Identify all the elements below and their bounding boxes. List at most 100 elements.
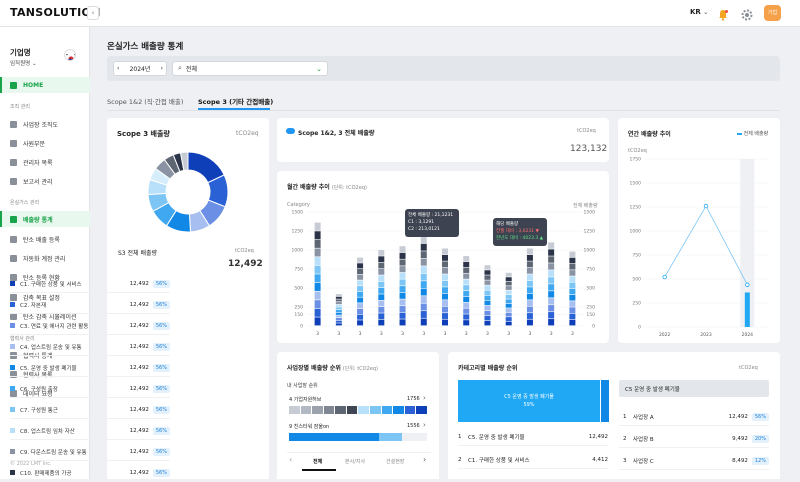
bar-segment[interactable] [357,297,364,303]
tab-scope3[interactable]: Scope 3 (기타 간접배출) [198,98,274,106]
bar-segment[interactable] [526,319,533,326]
bar-segment[interactable] [505,317,512,321]
bar-segment[interactable] [548,277,555,284]
bar-segment[interactable] [420,281,427,289]
brand-logo[interactable]: TANSOLUTION [10,6,101,19]
bar-segment[interactable] [505,303,512,308]
bar-segment[interactable] [569,294,576,301]
bar-segment[interactable] [442,274,448,281]
bar-segment[interactable] [420,303,427,311]
bar-segment[interactable] [357,280,364,286]
bar-segment[interactable] [335,302,342,305]
bar-segment[interactable] [378,307,385,313]
bar-segment[interactable] [526,254,533,261]
bar-segment[interactable] [335,315,342,318]
segment[interactable] [312,406,323,414]
donut-slice[interactable] [179,151,189,171]
profile-avatar[interactable]: 기업 [764,5,781,21]
sidebar-item-org-chart[interactable]: 사업장 조직도 [0,116,90,132]
bar-segment[interactable] [484,275,491,280]
notification-bell-icon[interactable] [717,6,729,21]
bar-segment[interactable] [548,284,555,291]
bar-segment[interactable] [526,287,533,294]
bar-segment[interactable] [463,314,470,320]
bar-segment[interactable] [569,301,576,307]
scope3-category-row[interactable]: C4. 업스트림 운송 및 유통 12,492 56% [10,338,170,356]
scope3-category-row[interactable]: C5. 운영 중 발생 폐기물 12,492 56% [10,359,170,377]
sidebar-item-employee-dept[interactable]: 사원부문 [0,135,90,151]
site-rank-tab-hq[interactable]: 본사/지사 [345,459,366,465]
bar-segment[interactable] [420,296,427,303]
bar-segment[interactable] [569,307,576,313]
category-row-1[interactable]: 1 C5. 운영 중 발생 폐기물 12,492 [458,428,608,446]
bar-segment[interactable] [335,299,342,302]
bar-segment[interactable] [442,280,448,287]
bar-segment[interactable] [357,269,364,275]
bar-segment[interactable] [378,294,385,301]
bar-segment[interactable] [420,311,427,318]
bar-segment[interactable] [484,280,491,285]
bar-segment[interactable] [484,285,491,290]
bar-segment[interactable] [548,319,555,326]
bar-segment[interactable] [378,281,385,288]
bar-segment[interactable] [505,299,512,304]
bar-segment[interactable] [357,257,364,263]
bar-segment[interactable] [314,291,321,300]
bar-segment[interactable] [463,279,470,285]
bar-segment[interactable] [399,306,406,313]
bar-segment[interactable] [463,285,470,291]
bar-segment[interactable] [569,282,576,289]
segment[interactable] [381,406,393,414]
bar-segment[interactable] [484,300,491,306]
segment[interactable] [289,406,300,414]
bar-segment[interactable] [548,305,555,312]
category-second-box[interactable] [601,380,609,422]
bar-segment[interactable] [420,266,427,274]
bar-segment[interactable] [463,291,470,297]
bar-segment[interactable] [357,291,364,297]
bar-segment[interactable] [335,304,342,307]
bar-segment[interactable] [526,313,533,319]
scope3-category-row[interactable]: C1. 구매한 상품 및 서비스 12,492 56% [10,275,170,293]
bar-segment[interactable] [569,319,576,326]
bar-segment[interactable] [357,303,364,309]
data-point[interactable] [745,282,750,287]
bar-segment[interactable] [314,248,321,257]
chevron-left-icon[interactable]: ‹ [289,455,293,464]
chevron-right-icon[interactable]: › [160,65,163,72]
segment[interactable] [393,406,404,414]
sidebar-item-admin-list[interactable]: 관리자 목록 [0,154,90,170]
bar-segment[interactable] [378,275,385,282]
bar-segment[interactable] [335,320,342,323]
bar-segment[interactable] [399,266,406,273]
sidebar-item-carbon-register[interactable]: 탄소 배출 등록 [0,231,90,247]
bar-segment[interactable] [357,286,364,292]
bar-segment[interactable] [442,313,448,319]
bar-segment[interactable] [569,263,576,270]
sidebar-item-reduction-goal[interactable]: 감축 목표 설정 [0,289,90,305]
bar-segment[interactable] [463,308,470,314]
bar-segment[interactable] [378,256,385,263]
year-bar[interactable] [744,292,750,327]
bar-segment[interactable] [357,314,364,320]
bar-segment[interactable] [314,300,321,309]
bar-segment[interactable] [335,323,342,326]
bar-segment[interactable] [569,313,576,320]
bar-segment[interactable] [442,293,448,300]
bar-segment[interactable] [484,265,491,270]
bar-segment[interactable] [399,259,406,266]
sidebar-item-reduction-sim[interactable]: 탄소 감축 시뮬레이션 [0,308,90,324]
category-detail-row[interactable]: 2 사업장 B 9,492 20% [619,430,769,448]
sidebar-item-home[interactable]: HOME [0,77,90,93]
bar-segment[interactable] [505,308,512,313]
scope3-category-row[interactable]: C3. 연료 및 에너지 관련 활동 12,492 56% [10,317,170,335]
user-dept-select[interactable]: 임직원명 ⌄ [10,59,37,67]
bar-segment[interactable] [505,272,512,277]
bar-segment[interactable] [463,267,470,273]
bar-segment[interactable] [526,267,533,274]
bar-segment[interactable] [442,319,448,326]
sidebar-item-emission-stats[interactable]: 배출량 통계 [0,211,90,227]
bar-segment[interactable] [378,319,385,326]
segment[interactable] [370,406,381,414]
bar-segment[interactable] [357,263,364,269]
